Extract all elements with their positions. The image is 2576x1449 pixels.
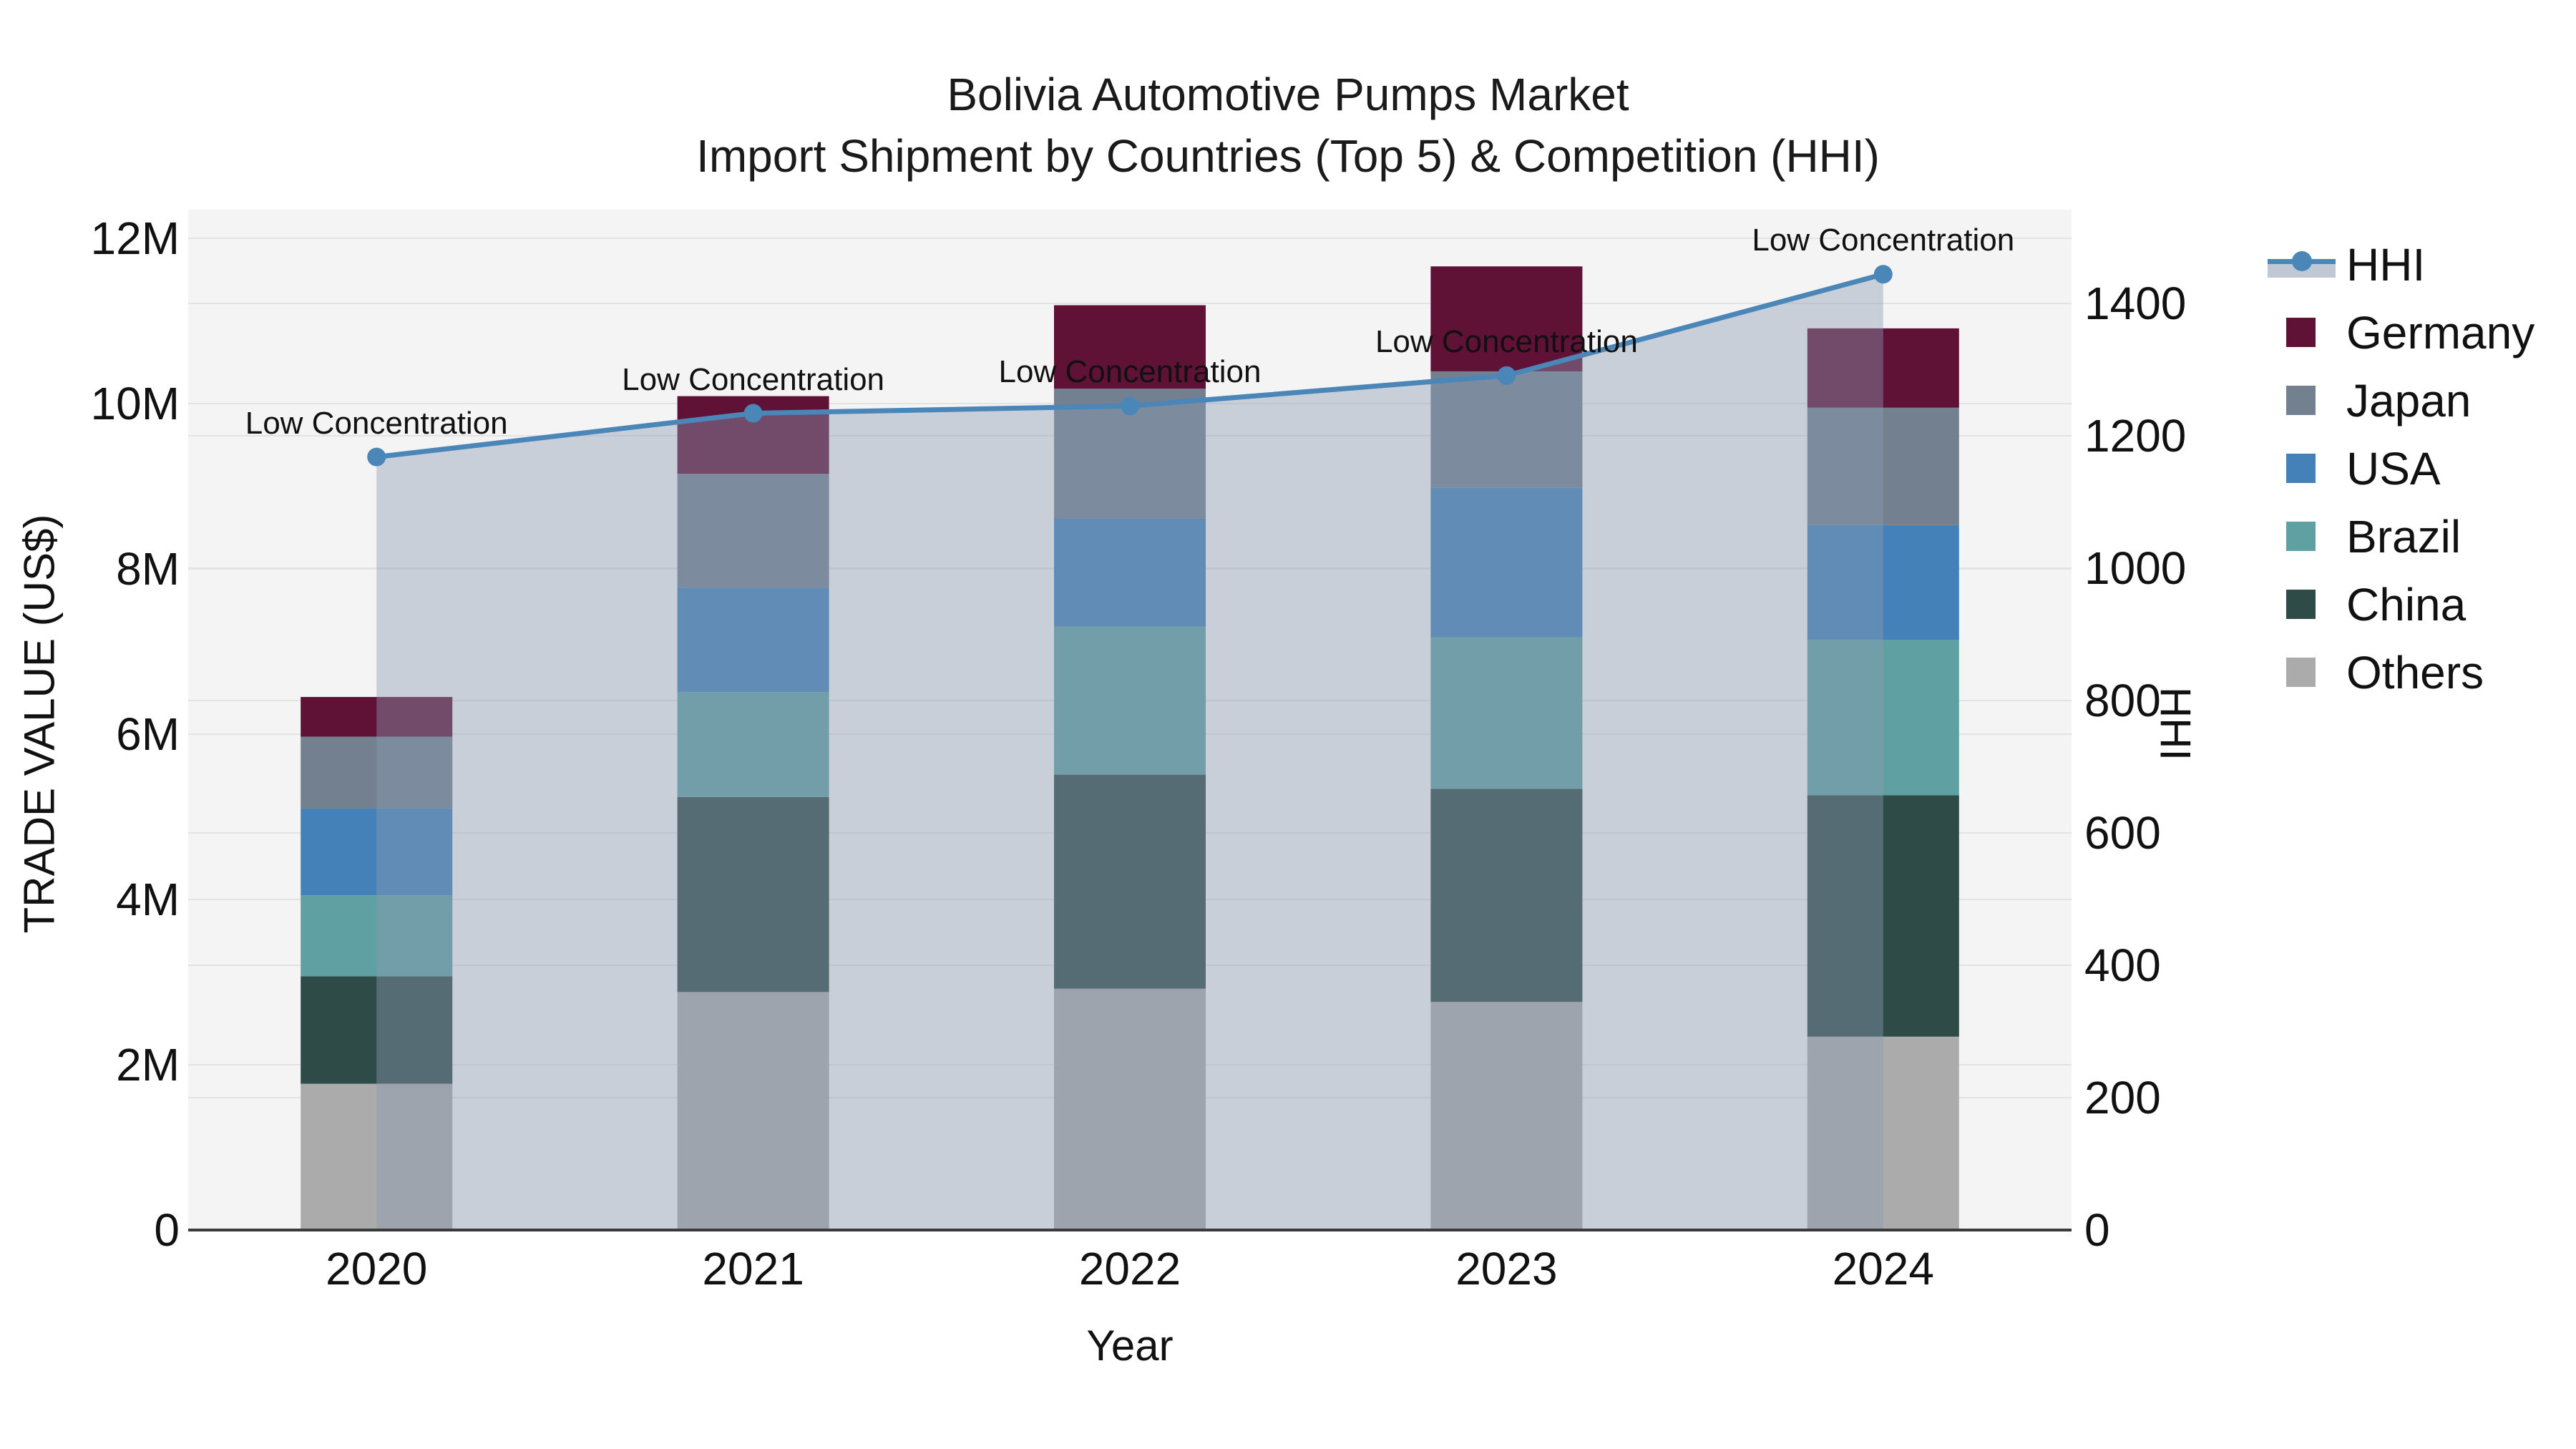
bar-segment-brazil-2021[interactable] (677, 692, 829, 797)
bar-segment-china-2021[interactable] (677, 796, 829, 992)
legend-item-japan[interactable]: Japan (2265, 366, 2534, 434)
y-axis-title-left: TRADE VALUE (US$) (15, 514, 64, 934)
chart-title-line1: Bolivia Automotive Pumps Market (947, 69, 1629, 120)
bar-segment-others-2020[interactable] (301, 1083, 453, 1230)
annotation-2024: Low Concentration (1752, 223, 2015, 258)
y-right-tick-1000: 1000 (2084, 542, 2187, 594)
legend-label: China (2346, 578, 2467, 630)
bar-segment-others-2024[interactable] (1807, 1036, 1959, 1230)
legend-swatch-germany (2286, 318, 2316, 347)
x-tick-2022: 2022 (1078, 1243, 1181, 1294)
bar-segment-japan-2024[interactable] (1807, 407, 1959, 525)
legend-swatch-icon (2265, 434, 2345, 502)
x-tick-2020: 2020 (326, 1243, 428, 1294)
bar-segment-china-2024[interactable] (1807, 795, 1959, 1037)
y-right-tick-1400: 1400 (2084, 278, 2187, 329)
bar-segment-germany-2020[interactable] (301, 697, 453, 737)
bar-segment-others-2023[interactable] (1430, 1002, 1583, 1230)
legend-label: USA (2346, 442, 2441, 494)
chart-title-line2: Import Shipment by Countries (Top 5) & C… (696, 130, 1880, 182)
hhi-marker-2023[interactable] (1497, 366, 1516, 385)
bar-segment-usa-2024[interactable] (1807, 525, 1959, 640)
hhi-marker-2020[interactable] (367, 447, 386, 467)
x-tick-2024: 2024 (1832, 1243, 1934, 1294)
y-right-tick-600: 600 (2084, 807, 2161, 859)
legend-item-usa[interactable]: USA (2265, 434, 2534, 502)
legend-item-germany[interactable]: Germany (2265, 298, 2534, 366)
legend-label: Others (2346, 646, 2484, 698)
bar-segment-usa-2023[interactable] (1430, 487, 1583, 638)
hhi-marker-2022[interactable] (1121, 396, 1139, 416)
y-left-tick-10M: 10M (90, 378, 180, 429)
y-left-tick-12M: 12M (90, 213, 180, 264)
legend-swatch-icon (2265, 502, 2345, 570)
bar-segment-usa-2022[interactable] (1054, 518, 1206, 627)
bar-segment-others-2021[interactable] (677, 992, 829, 1230)
bar-segment-brazil-2020[interactable] (301, 895, 453, 977)
bar-segment-germany-2023[interactable] (1430, 266, 1583, 371)
bar-segment-brazil-2024[interactable] (1807, 640, 1959, 796)
legend-item-others[interactable]: Others (2265, 638, 2534, 706)
legend-swatch-icon (2265, 638, 2345, 706)
hhi-area-fill (376, 274, 1883, 1230)
legend-line-dot (2292, 251, 2312, 271)
bar-segment-germany-2024[interactable] (1807, 328, 1959, 408)
legend-swatch-icon (2265, 570, 2345, 638)
y-left-tick-2M: 2M (116, 1039, 180, 1091)
y-right-tick-800: 800 (2084, 675, 2161, 726)
legend-item-brazil[interactable]: Brazil (2265, 502, 2534, 570)
y-left-tick-0: 0 (154, 1204, 180, 1256)
y-right-tick-0: 0 (2084, 1204, 2110, 1256)
bar-segment-japan-2020[interactable] (301, 736, 453, 809)
legend-line-sample-icon (2265, 230, 2345, 298)
y-right-tick-200: 200 (2084, 1072, 2161, 1123)
y-left-tick-4M: 4M (116, 874, 180, 925)
x-axis-title: Year (1086, 1322, 1174, 1370)
annotation-2020: Low Concentration (245, 405, 508, 441)
legend-swatch-usa (2286, 454, 2316, 483)
y-right-tick-1200: 1200 (2084, 410, 2187, 462)
bar-segment-others-2022[interactable] (1054, 988, 1206, 1230)
y-left-tick-8M: 8M (116, 543, 180, 595)
bar-segment-germany-2022[interactable] (1054, 305, 1206, 389)
hhi-marker-2021[interactable] (743, 404, 763, 423)
y-right-tick-400: 400 (2084, 940, 2161, 991)
bar-segment-usa-2021[interactable] (677, 587, 829, 693)
legend-swatch-icon (2265, 366, 2345, 434)
annotation-2021: Low Concentration (622, 361, 885, 397)
legend-swatch-icon (2265, 298, 2345, 366)
y-axis-title-right: HHI (2151, 686, 2200, 761)
x-tick-2021: 2021 (702, 1243, 804, 1294)
bar-segment-brazil-2023[interactable] (1430, 637, 1583, 789)
bar-segment-japan-2021[interactable] (677, 474, 829, 588)
bar-segment-japan-2023[interactable] (1430, 371, 1583, 488)
annotation-2023: Low Concentration (1375, 323, 1638, 359)
bar-segment-usa-2020[interactable] (301, 808, 453, 896)
legend-label: Brazil (2346, 510, 2462, 562)
legend-swatch-brazil (2286, 522, 2316, 551)
legend-label: HHI (2346, 238, 2426, 291)
legend-swatch-japan (2286, 386, 2316, 415)
legend: HHI Germany Japan USA Brazil China Others (2265, 230, 2534, 706)
annotation-2022: Low Concentration (998, 354, 1262, 390)
bar-segment-china-2022[interactable] (1054, 774, 1206, 989)
hhi-marker-2024[interactable] (1873, 265, 1893, 284)
y-left-tick-6M: 6M (116, 708, 180, 760)
legend-swatch-china (2286, 590, 2316, 619)
legend-item-china[interactable]: China (2265, 570, 2534, 638)
x-tick-2023: 2023 (1455, 1243, 1558, 1294)
legend-label: Germany (2346, 306, 2535, 358)
bar-segment-china-2020[interactable] (301, 976, 453, 1084)
bar-segment-china-2023[interactable] (1430, 789, 1583, 1002)
legend-label: Japan (2346, 374, 2472, 426)
legend-item-hhi[interactable]: HHI (2265, 230, 2534, 298)
legend-swatch-others (2286, 658, 2316, 687)
bar-segment-brazil-2022[interactable] (1054, 626, 1206, 775)
